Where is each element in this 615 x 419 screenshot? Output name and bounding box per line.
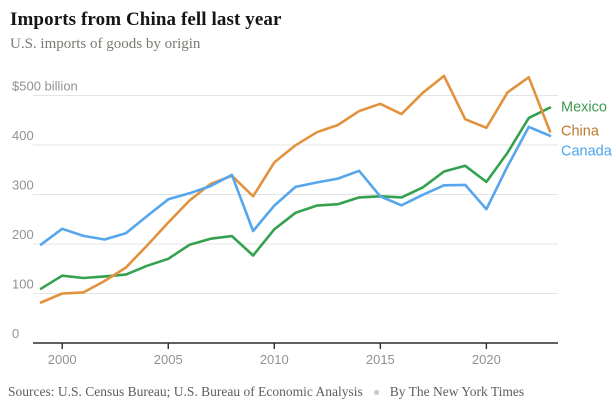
legend-label-canada: Canada — [561, 144, 613, 160]
line-china — [39, 74, 552, 304]
chart-title: Imports from China fell last year — [10, 9, 282, 30]
chart-subtitle: U.S. imports of goods by origin — [10, 36, 201, 52]
dot-separator-icon — [373, 390, 379, 395]
byline-text: By The New York Times — [389, 384, 525, 399]
sources-text: Sources: U.S. Census Bureau; U.S. Bureau… — [8, 384, 363, 399]
chart-footer: Sources: U.S. Census Bureau; U.S. Bureau… — [8, 384, 609, 400]
y-tick-label: 300 — [12, 178, 34, 193]
line-mexico — [39, 106, 552, 290]
x-tick-label: 2020 — [472, 352, 501, 367]
legend-label-mexico: Mexico — [561, 100, 607, 116]
y-tick-label: 400 — [12, 128, 34, 143]
x-tick-label: 2000 — [48, 352, 77, 367]
x-tick-label: 2010 — [260, 352, 289, 367]
line-chart: 0 100 200 300 400 $500 billion 2000 2005 2010 201… — [12, 74, 613, 367]
line-canada — [39, 125, 552, 246]
legend-label-china: China — [561, 124, 600, 140]
y-tick-label: 100 — [12, 277, 34, 292]
y-tick-label: $500 billion — [12, 79, 78, 94]
x-tick-label: 2005 — [154, 352, 183, 367]
x-tick-label: 2015 — [366, 352, 395, 367]
y-tick-label: 200 — [12, 227, 34, 242]
y-tick-label: 0 — [12, 326, 19, 341]
